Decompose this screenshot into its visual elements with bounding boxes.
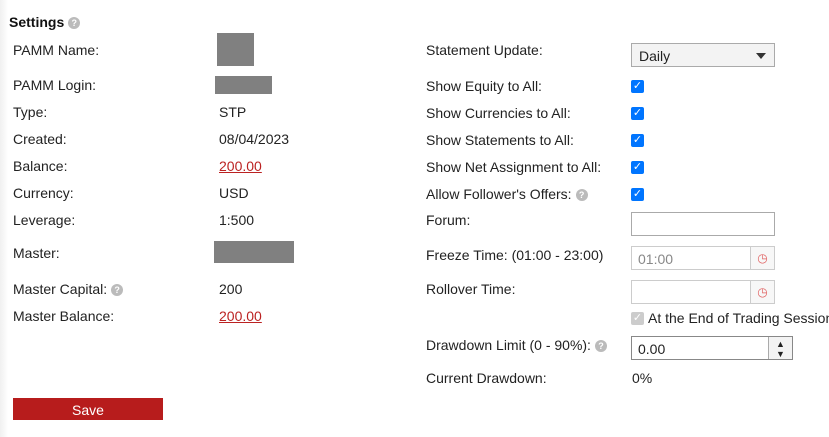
forum-label: Forum:: [426, 212, 471, 228]
current-drawdown-value: 0%: [632, 370, 653, 386]
type-value: STP: [219, 104, 247, 120]
pamm-login-redacted: [215, 76, 272, 94]
master-label: Master:: [13, 245, 60, 261]
spinner-icon[interactable]: ▲ ▼: [768, 337, 792, 359]
help-icon[interactable]: ?: [575, 189, 588, 202]
drawdown-limit-input[interactable]: 0.00 ▲ ▼: [631, 336, 793, 360]
show-net-label: Show Net Assignment to All:: [426, 159, 602, 175]
allow-offers-label: Allow Follower's Offers:?: [426, 186, 588, 202]
pamm-name-redacted: [217, 33, 254, 66]
allow-offers-checkbox[interactable]: ✓: [631, 188, 644, 201]
settings-heading: Settings?: [9, 14, 81, 30]
leverage-value: 1:500: [219, 212, 255, 228]
statement-update-label: Statement Update:: [426, 42, 543, 58]
master-capital-label: Master Capital:?: [13, 281, 124, 297]
balance-label: Balance:: [13, 158, 68, 174]
leverage-label: Leverage:: [13, 212, 76, 228]
caret-down-icon: [756, 53, 766, 59]
show-equity-checkbox[interactable]: ✓: [631, 80, 644, 93]
show-statements-label: Show Statements to All:: [426, 132, 574, 148]
show-currencies-checkbox[interactable]: ✓: [631, 107, 644, 120]
created-value: 08/04/2023: [219, 131, 290, 147]
currency-value: USD: [219, 185, 249, 201]
drawdown-limit-label: Drawdown Limit (0 - 90%):?: [426, 337, 607, 353]
balance-link[interactable]: 200.00: [219, 158, 262, 174]
clock-icon[interactable]: ◷: [750, 281, 774, 303]
created-label: Created:: [13, 131, 67, 147]
rollover-time-input[interactable]: ◷: [631, 280, 775, 304]
master-balance-link[interactable]: 200.00: [219, 308, 262, 324]
show-statements-checkbox[interactable]: ✓: [631, 134, 644, 147]
statement-update-select[interactable]: Daily: [631, 43, 775, 67]
show-net-checkbox[interactable]: ✓: [631, 161, 644, 174]
save-button[interactable]: Save: [13, 398, 163, 420]
pamm-login-label: PAMM Login:: [13, 77, 96, 93]
clock-icon[interactable]: ◷: [750, 247, 774, 269]
left-edge: [0, 0, 8, 437]
help-icon[interactable]: ?: [68, 17, 81, 30]
help-icon[interactable]: ?: [594, 340, 607, 353]
pamm-name-label: PAMM Name:: [13, 42, 100, 58]
freeze-time-input[interactable]: 01:00 ◷: [631, 246, 775, 270]
show-currencies-label: Show Currencies to All:: [426, 105, 571, 121]
type-label: Type:: [13, 104, 48, 120]
freeze-time-label: Freeze Time: (01:00 - 23:00): [426, 247, 604, 263]
master-capital-value: 200: [219, 281, 243, 297]
end-session-label: At the End of Trading Session: [648, 310, 829, 326]
show-equity-label: Show Equity to All:: [426, 78, 542, 94]
master-balance-label: Master Balance:: [13, 308, 115, 324]
current-drawdown-label: Current Drawdown:: [426, 370, 547, 386]
rollover-time-label: Rollover Time:: [426, 281, 516, 297]
currency-label: Currency:: [13, 185, 74, 201]
help-icon[interactable]: ?: [111, 284, 124, 297]
forum-input[interactable]: [631, 212, 775, 236]
master-redacted: [214, 241, 294, 263]
end-session-checkbox[interactable]: ✓: [631, 312, 644, 325]
